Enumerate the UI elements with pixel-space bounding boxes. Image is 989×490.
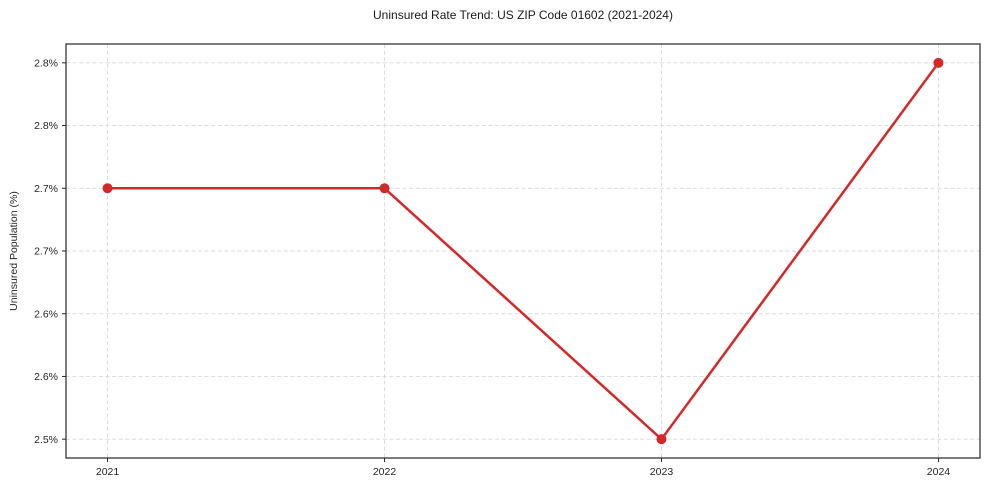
y-tick-label: 2.7%	[34, 183, 58, 195]
data-point-2021	[102, 183, 113, 194]
x-tick-label: 2023	[650, 466, 674, 478]
trend-line	[106, 61, 940, 441]
y-tick-label: 2.8%	[34, 57, 58, 69]
x-tick-label: 2021	[96, 466, 120, 478]
plot-border	[65, 43, 981, 459]
y-tick-label: 2.6%	[34, 371, 58, 383]
y-axis-label: Uninsured Population (%)	[8, 191, 20, 311]
data-point-2024	[933, 57, 944, 68]
y-tick-label: 2.6%	[34, 308, 58, 320]
data-point-2023	[656, 434, 667, 445]
data-point-2022	[379, 183, 390, 194]
x-tick-label: 2022	[373, 466, 397, 478]
x-tick-label: 2024	[927, 466, 951, 478]
y-tick-label: 2.5%	[34, 434, 58, 446]
y-tick-label: 2.8%	[34, 120, 58, 132]
y-tick-label: 2.7%	[34, 246, 58, 258]
chart-title: Uninsured Rate Trend: US ZIP Code 01602 …	[373, 8, 673, 22]
